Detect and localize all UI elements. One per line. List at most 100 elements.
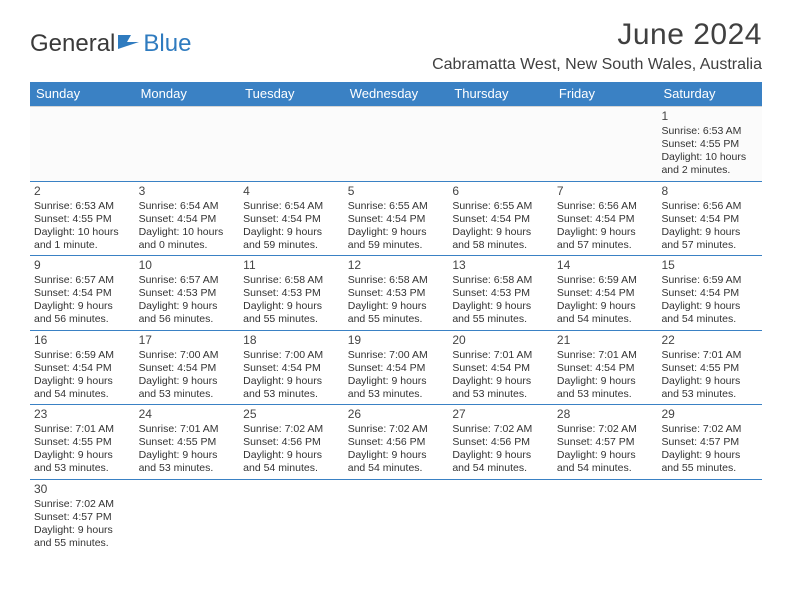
day-cell: 16Sunrise: 6:59 AMSunset: 4:54 PMDayligh… [30, 331, 135, 405]
day-cell: 17Sunrise: 7:00 AMSunset: 4:54 PMDayligh… [135, 331, 240, 405]
day-number: 1 [661, 109, 758, 124]
sunset-text: Sunset: 4:53 PM [452, 287, 549, 300]
sunset-text: Sunset: 4:54 PM [348, 213, 445, 226]
sunset-text: Sunset: 4:54 PM [139, 362, 236, 375]
day-cell: 12Sunrise: 6:58 AMSunset: 4:53 PMDayligh… [344, 256, 449, 330]
day-cell: 29Sunrise: 7:02 AMSunset: 4:57 PMDayligh… [657, 405, 762, 479]
sunset-text: Sunset: 4:55 PM [34, 436, 131, 449]
day-cell: 25Sunrise: 7:02 AMSunset: 4:56 PMDayligh… [239, 405, 344, 479]
flag-icon [117, 33, 143, 56]
day-cell: 9Sunrise: 6:57 AMSunset: 4:54 PMDaylight… [30, 256, 135, 330]
day-cell: 22Sunrise: 7:01 AMSunset: 4:55 PMDayligh… [657, 331, 762, 405]
daylight-text: and 54 minutes. [452, 462, 549, 475]
daylight-text: and 54 minutes. [243, 462, 340, 475]
day-cell: 23Sunrise: 7:01 AMSunset: 4:55 PMDayligh… [30, 405, 135, 479]
daylight-text: and 57 minutes. [557, 239, 654, 252]
sunrise-text: Sunrise: 7:00 AM [139, 349, 236, 362]
daylight-text: and 1 minute. [34, 239, 131, 252]
sunrise-text: Sunrise: 7:02 AM [557, 423, 654, 436]
week-row: 1Sunrise: 6:53 AMSunset: 4:55 PMDaylight… [30, 106, 762, 182]
week-row: 16Sunrise: 6:59 AMSunset: 4:54 PMDayligh… [30, 331, 762, 406]
daylight-text: and 54 minutes. [557, 313, 654, 326]
day-number: 22 [661, 333, 758, 348]
week-row: 2Sunrise: 6:53 AMSunset: 4:55 PMDaylight… [30, 182, 762, 257]
sunset-text: Sunset: 4:56 PM [348, 436, 445, 449]
day-number: 17 [139, 333, 236, 348]
empty-cell [239, 480, 344, 554]
daylight-text: Daylight: 9 hours [661, 449, 758, 462]
location-subtitle: Cabramatta West, New South Wales, Austra… [432, 56, 762, 74]
day-cell: 15Sunrise: 6:59 AMSunset: 4:54 PMDayligh… [657, 256, 762, 330]
sunset-text: Sunset: 4:54 PM [661, 213, 758, 226]
empty-cell [135, 107, 240, 181]
sunrise-text: Sunrise: 6:56 AM [661, 200, 758, 213]
sunrise-text: Sunrise: 7:02 AM [34, 498, 131, 511]
title-block: June 2024 Cabramatta West, New South Wal… [432, 18, 762, 74]
daylight-text: Daylight: 9 hours [348, 300, 445, 313]
sunset-text: Sunset: 4:54 PM [348, 362, 445, 375]
daylight-text: Daylight: 9 hours [348, 226, 445, 239]
sunrise-text: Sunrise: 6:55 AM [348, 200, 445, 213]
sunrise-text: Sunrise: 6:59 AM [34, 349, 131, 362]
day-number: 13 [452, 258, 549, 273]
sunrise-text: Sunrise: 7:02 AM [243, 423, 340, 436]
daylight-text: Daylight: 10 hours [34, 226, 131, 239]
sunrise-text: Sunrise: 6:58 AM [452, 274, 549, 287]
day-number: 28 [557, 407, 654, 422]
sunset-text: Sunset: 4:54 PM [557, 287, 654, 300]
daylight-text: and 53 minutes. [557, 388, 654, 401]
sunrise-text: Sunrise: 7:01 AM [661, 349, 758, 362]
daylight-text: and 54 minutes. [348, 462, 445, 475]
sunset-text: Sunset: 4:55 PM [661, 362, 758, 375]
sunset-text: Sunset: 4:55 PM [661, 138, 758, 151]
sunrise-text: Sunrise: 7:01 AM [557, 349, 654, 362]
day-number: 26 [348, 407, 445, 422]
day-number: 18 [243, 333, 340, 348]
empty-cell [448, 480, 553, 554]
day-cell: 1Sunrise: 6:53 AMSunset: 4:55 PMDaylight… [657, 107, 762, 181]
day-number: 27 [452, 407, 549, 422]
daylight-text: and 55 minutes. [348, 313, 445, 326]
daylight-text: and 53 minutes. [34, 462, 131, 475]
sunset-text: Sunset: 4:56 PM [243, 436, 340, 449]
daylight-text: and 54 minutes. [34, 388, 131, 401]
day-of-week-label: Wednesday [344, 82, 449, 106]
sunrise-text: Sunrise: 6:53 AM [661, 125, 758, 138]
daylight-text: Daylight: 9 hours [557, 375, 654, 388]
logo-text-blue: Blue [143, 30, 191, 58]
empty-cell [448, 107, 553, 181]
day-number: 29 [661, 407, 758, 422]
daylight-text: Daylight: 9 hours [557, 300, 654, 313]
empty-cell [30, 107, 135, 181]
sunset-text: Sunset: 4:54 PM [243, 213, 340, 226]
day-cell: 19Sunrise: 7:00 AMSunset: 4:54 PMDayligh… [344, 331, 449, 405]
sunset-text: Sunset: 4:53 PM [348, 287, 445, 300]
day-number: 21 [557, 333, 654, 348]
day-number: 8 [661, 184, 758, 199]
sunrise-text: Sunrise: 7:01 AM [34, 423, 131, 436]
day-cell: 30Sunrise: 7:02 AMSunset: 4:57 PMDayligh… [30, 480, 135, 554]
day-cell: 20Sunrise: 7:01 AMSunset: 4:54 PMDayligh… [448, 331, 553, 405]
day-cell: 5Sunrise: 6:55 AMSunset: 4:54 PMDaylight… [344, 182, 449, 256]
day-cell: 2Sunrise: 6:53 AMSunset: 4:55 PMDaylight… [30, 182, 135, 256]
day-number: 5 [348, 184, 445, 199]
day-of-week-label: Sunday [30, 82, 135, 106]
sunset-text: Sunset: 4:54 PM [557, 362, 654, 375]
daylight-text: Daylight: 9 hours [452, 300, 549, 313]
daylight-text: and 54 minutes. [661, 313, 758, 326]
daylight-text: and 53 minutes. [661, 388, 758, 401]
sunset-text: Sunset: 4:53 PM [139, 287, 236, 300]
day-number: 16 [34, 333, 131, 348]
daylight-text: Daylight: 9 hours [139, 300, 236, 313]
day-cell: 3Sunrise: 6:54 AMSunset: 4:54 PMDaylight… [135, 182, 240, 256]
daylight-text: Daylight: 9 hours [243, 300, 340, 313]
day-number: 20 [452, 333, 549, 348]
empty-cell [553, 480, 658, 554]
day-number: 23 [34, 407, 131, 422]
sunset-text: Sunset: 4:56 PM [452, 436, 549, 449]
daylight-text: and 53 minutes. [139, 388, 236, 401]
daylight-text: and 59 minutes. [348, 239, 445, 252]
day-number: 7 [557, 184, 654, 199]
sunset-text: Sunset: 4:54 PM [452, 213, 549, 226]
daylight-text: Daylight: 10 hours [139, 226, 236, 239]
